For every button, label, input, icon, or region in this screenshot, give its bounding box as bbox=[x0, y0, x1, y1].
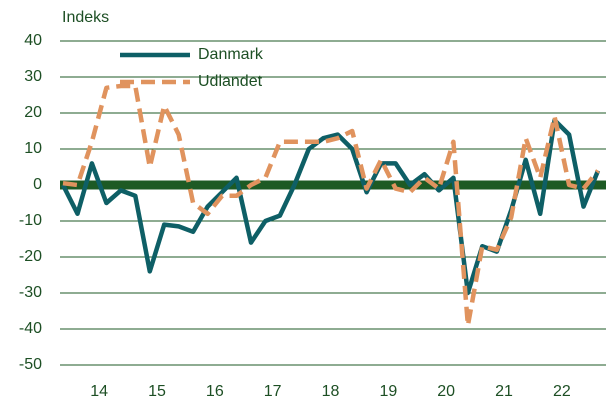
series-line bbox=[62, 83, 600, 328]
y-tick-label: 0 bbox=[33, 176, 42, 193]
y-tick-label: -20 bbox=[19, 248, 42, 265]
y-tick-label: -50 bbox=[19, 356, 42, 373]
x-tick-label: 19 bbox=[379, 383, 397, 400]
legend-label: Danmark bbox=[198, 46, 264, 63]
zero-line bbox=[60, 180, 606, 190]
x-tick-label: 17 bbox=[264, 383, 282, 400]
chart-title: Indeks bbox=[62, 9, 109, 26]
x-tick-label: 22 bbox=[553, 383, 571, 400]
y-tick-label: 10 bbox=[24, 140, 42, 157]
x-tick-label: 15 bbox=[148, 383, 166, 400]
x-tick-label: 20 bbox=[437, 383, 455, 400]
x-tick-label: 18 bbox=[322, 383, 340, 400]
y-tick-label: -40 bbox=[19, 320, 42, 337]
series-line bbox=[60, 117, 601, 296]
y-tick-label: 30 bbox=[24, 68, 42, 85]
x-tick-label: 21 bbox=[495, 383, 513, 400]
x-tick-label: 14 bbox=[90, 383, 108, 400]
y-tick-label: -10 bbox=[19, 212, 42, 229]
legend-label: Udlandet bbox=[198, 73, 263, 90]
y-tick-label: 20 bbox=[24, 104, 42, 121]
x-tick-label: 16 bbox=[206, 383, 224, 400]
y-tick-label: 40 bbox=[24, 32, 42, 49]
y-tick-label: -30 bbox=[19, 284, 42, 301]
